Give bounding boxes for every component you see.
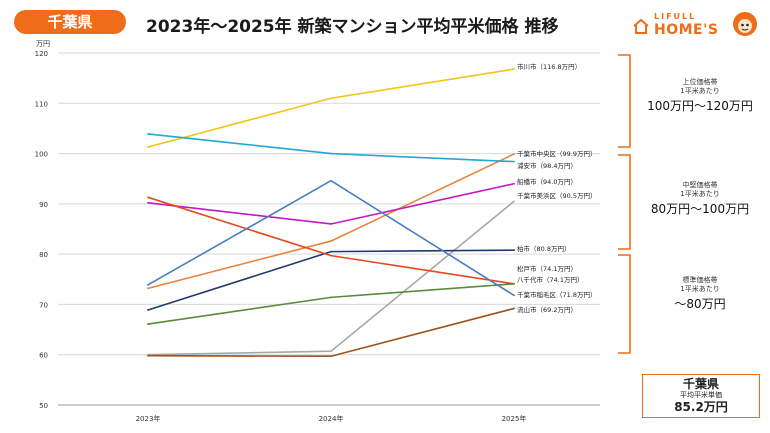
series-line — [147, 68, 515, 148]
x-tick-label: 2025年 — [502, 414, 527, 423]
mascot-icon — [733, 12, 757, 36]
series-point — [513, 68, 515, 70]
series-point — [330, 179, 332, 182]
series-line — [147, 153, 515, 290]
x-tick-label: 2023年 — [136, 414, 161, 423]
house-icon — [633, 18, 649, 34]
summary-value: 85.2万円 — [674, 400, 728, 414]
series-point — [330, 240, 332, 242]
series-line — [147, 249, 515, 311]
tier-upper-range: 100万円～120万円 — [647, 99, 753, 113]
series-point — [513, 294, 515, 297]
lifull-homes-logo: LIFULL HOME'S — [632, 11, 760, 45]
series-end-label: 市川市（116.8万円） — [517, 62, 581, 71]
tier-middle-range: 80万円～100万円 — [650, 202, 750, 216]
series-end-label: 流山市（69.2万円） — [517, 305, 577, 314]
series-point — [147, 283, 149, 286]
series-point — [513, 182, 515, 185]
series-point — [147, 201, 149, 204]
series-point — [330, 152, 332, 155]
y-tick-label: 120 — [35, 50, 48, 58]
series-end-label: 船橋市（94.0万円） — [517, 177, 577, 186]
series-point — [513, 282, 515, 285]
x-tick-label: 2024年 — [319, 414, 344, 423]
series-line — [147, 283, 515, 325]
y-tick-label: 90 — [39, 201, 48, 209]
series-end-label: 松戸市（74.1万円） — [517, 264, 577, 273]
tier-standard-range: ～80万円 — [674, 297, 726, 311]
series-point — [147, 323, 149, 325]
series-point — [513, 307, 515, 310]
summary-box: 千葉県 平均平米単価 85.2万円 — [642, 374, 760, 418]
series-point — [513, 249, 515, 252]
series-point — [147, 196, 149, 199]
series-end-label: 千葉市稲毛区（71.8万円） — [517, 290, 596, 299]
y-tick-label: 110 — [35, 100, 48, 108]
y-tick-label: 80 — [39, 251, 48, 259]
y-tick-label: 50 — [39, 402, 48, 410]
series-point — [147, 354, 149, 357]
tier-standard-head: 標準価格帯 — [682, 276, 718, 284]
tier-standard: 標準価格帯 1平米あたり ～80万円 — [640, 276, 760, 312]
series-end-label: 柏市（80.8万円） — [517, 244, 570, 253]
y-tick-label: 100 — [35, 151, 48, 159]
prefecture-badge: 千葉県 — [14, 10, 126, 34]
series-end-label: 千葉市美浜区（90.5万円） — [517, 191, 596, 200]
series-point — [513, 200, 515, 203]
series-point — [513, 153, 515, 155]
tier-upper-sub: 1平米あたり — [680, 87, 720, 95]
series-point — [330, 250, 332, 253]
series-end-label: 浦安市（98.4万円） — [517, 161, 577, 170]
series-end-label: 八千代市（74.1万円） — [517, 275, 583, 284]
y-tick-label: 70 — [39, 301, 48, 309]
logo-line1: LIFULL — [654, 12, 697, 21]
tier-middle-sub: 1平米あたり — [680, 190, 720, 198]
series-point — [513, 160, 515, 163]
tier-middle-head: 中堅価格帯 — [682, 181, 718, 189]
y-unit-label: 万円 — [36, 40, 50, 48]
tier-upper-head: 上位価格帯 — [682, 78, 718, 86]
series-point — [330, 254, 332, 257]
tier-upper: 上位価格帯 1平米あたり 100万円～120万円 — [640, 78, 760, 114]
series-point — [147, 146, 149, 148]
series-line — [147, 179, 515, 297]
series-point — [330, 97, 332, 100]
series-line — [147, 133, 515, 163]
summary-pref: 千葉県 — [682, 377, 719, 391]
series-point — [147, 287, 149, 290]
logo-line2: HOME'S — [654, 22, 719, 38]
series-end-label: 千葉市中央区（99.9万円） — [517, 149, 596, 158]
series-point — [330, 296, 332, 299]
tier-middle: 中堅価格帯 1平米あたり 80万円～100万円 — [640, 181, 760, 217]
price-tier-bracket — [618, 54, 631, 148]
tier-standard-sub: 1平米あたり — [680, 285, 720, 293]
summary-label: 平均平米単価 — [680, 391, 722, 399]
series-point — [147, 133, 149, 135]
series-point — [330, 350, 332, 353]
y-tick-label: 60 — [39, 352, 48, 360]
series-point — [330, 355, 332, 358]
price-tier-bracket — [618, 154, 631, 250]
series-point — [330, 223, 332, 225]
price-tier-bracket — [618, 254, 631, 354]
page-title: 2023年～2025年 新築マンション平均平米価格 推移 — [146, 17, 559, 37]
series-point — [147, 309, 149, 311]
